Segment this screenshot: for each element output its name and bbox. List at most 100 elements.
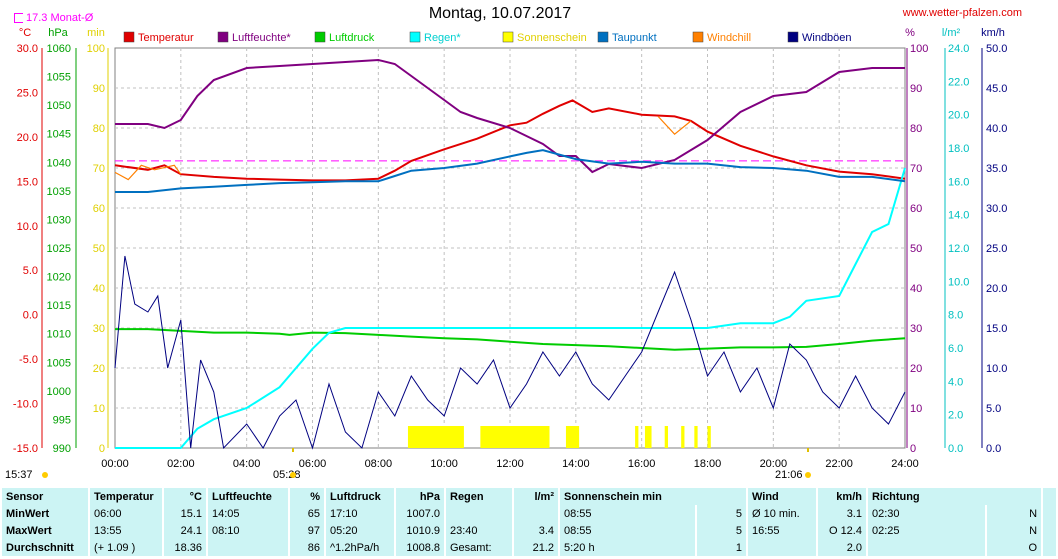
pressure-tick-label: 1040	[47, 157, 71, 169]
temperatur-series-line	[114, 99, 906, 182]
rain-tick-label: 20.0	[948, 110, 969, 122]
stats-cell: 3.4	[514, 522, 558, 539]
legend-swatch	[502, 31, 514, 43]
stats-cell: 1	[696, 539, 746, 556]
stats-header-sunshine: Sonnenschein min	[560, 488, 746, 505]
stats-cell: 14:05	[208, 505, 288, 522]
stats-row-label: Durchschnitt	[2, 539, 88, 556]
stats-header-wind: Wind	[747, 488, 816, 505]
legend-label: Temperatur	[138, 32, 194, 44]
x-tick-label: 14:00	[562, 458, 590, 470]
x-tick-label: 08:00	[365, 458, 393, 470]
pressure-tick-label: 1035	[47, 186, 71, 198]
rain-tick-label: 16.0	[948, 176, 969, 188]
legend-label: Luftfeuchte*	[232, 32, 291, 44]
luftfeuchte-series-line	[115, 58, 905, 174]
stats-cell	[867, 539, 985, 556]
rain-tick-label: 0.0	[948, 443, 963, 455]
sun-icon	[42, 472, 48, 478]
stats-cell: ^1.2hPa/h	[326, 539, 394, 556]
pressure-tick-label: 1060	[47, 43, 71, 55]
wind-tick-label: 0.0	[986, 443, 1001, 455]
wind-tick-label: 45.0	[986, 83, 1007, 95]
stats-row-min: MinWert 06:00 15.1 14:05 65 17:10 1007.0…	[2, 505, 1056, 522]
temp-tick-label: 5.0	[23, 265, 38, 277]
stats-cell: Gesamt:	[446, 539, 512, 556]
stats-cell: 23:40	[446, 522, 512, 539]
stats-cell: 02:25	[867, 522, 985, 539]
stats-cell: 02:30	[867, 505, 985, 522]
legend-label: Windchill	[707, 32, 751, 44]
stats-cell: 97	[290, 522, 324, 539]
pressure-tick-label: 1020	[47, 272, 71, 284]
statistics-table: Sensor Temperatur °C Luftfeuchte % Luftd…	[0, 488, 1058, 556]
pressure-tick-label: 1030	[47, 214, 71, 226]
source-link[interactable]: www.wetter-pfalzen.com	[902, 7, 1022, 19]
stats-cell: 18.36	[164, 539, 206, 556]
stats-header-temp-unit: °C	[164, 488, 206, 505]
pressure-tick-label: 990	[53, 443, 71, 455]
stats-header-pressure-unit: hPa	[396, 488, 444, 505]
x-tick-label: 12:00	[496, 458, 524, 470]
chart-title: Montag, 10.07.2017	[428, 5, 572, 22]
minutes-tick-label: 30	[93, 323, 105, 335]
stats-header-rain: Regen	[446, 488, 512, 505]
rain-tick-label: 24.0	[948, 43, 969, 55]
temp-tick-label: 20.0	[17, 132, 38, 144]
stats-row-max: MaxWert 13:55 24.1 08:10 97 05:20 1010.9…	[2, 522, 1056, 539]
stats-cell	[514, 505, 558, 522]
humidity-tick-label: 0	[910, 443, 916, 455]
stats-filler	[1043, 505, 1056, 522]
axis-unit-label: min	[87, 27, 105, 39]
wind-tick-label: 5.0	[986, 403, 1001, 415]
legend-label: Taupunkt	[612, 32, 657, 44]
temp-tick-label: 15.0	[17, 176, 38, 188]
rain-tick-label: 2.0	[948, 410, 963, 422]
stats-cell: N	[986, 522, 1042, 539]
sunrise-icon	[290, 472, 296, 478]
x-tick-label: 00:00	[101, 458, 129, 470]
sunshine-bar	[480, 426, 550, 448]
stats-cell: Ø 10 min.	[747, 505, 816, 522]
stats-cell: 17:10	[326, 505, 394, 522]
stats-cell: 06:00	[90, 505, 162, 522]
minutes-tick-label: 60	[93, 203, 105, 215]
rain-tick-label: 6.0	[948, 343, 963, 355]
wind-tick-label: 30.0	[986, 203, 1007, 215]
sunshine-bar	[644, 426, 652, 448]
sunset-label: 21:06	[775, 469, 803, 481]
axis-unit-label: °C	[19, 27, 31, 39]
monthly-average-label: 17.3 Monat-Ø	[14, 12, 93, 24]
minutes-tick-label: 70	[93, 163, 105, 175]
legend-swatch	[409, 31, 421, 43]
pressure-tick-label: 1045	[47, 129, 71, 141]
stats-cell: 08:55	[560, 522, 695, 539]
stats-cell: 1008.8	[396, 539, 444, 556]
humidity-tick-label: 60	[910, 203, 922, 215]
stats-cell: N	[986, 505, 1042, 522]
legend-swatch	[692, 31, 704, 43]
windböen-series-line	[114, 255, 906, 450]
stats-header-pressure: Luftdruck	[326, 488, 394, 505]
stats-cell: 5	[696, 522, 746, 539]
stats-cell: 13:55	[90, 522, 162, 539]
temp-tick-label: 25.0	[17, 87, 38, 99]
humidity-tick-label: 30	[910, 323, 922, 335]
humidity-tick-label: 40	[910, 283, 922, 295]
stats-header-temp: Temperatur	[90, 488, 162, 505]
stats-cell: 21.2	[514, 539, 558, 556]
temp-tick-label: -15.0	[13, 443, 38, 455]
pressure-tick-label: 1010	[47, 329, 71, 341]
stats-cell: 65	[290, 505, 324, 522]
stats-cell: 1010.9	[396, 522, 444, 539]
legend-swatch	[217, 31, 229, 43]
rain-tick-label: 10.0	[948, 276, 969, 288]
legend-label: Luftdruck	[329, 32, 375, 44]
stats-cell: 3.1	[817, 505, 866, 522]
wind-tick-label: 50.0	[986, 43, 1007, 55]
wind-tick-label: 15.0	[986, 323, 1007, 335]
legend-label: Sonnenschein	[517, 32, 587, 44]
rain-tick-label: 22.0	[948, 76, 969, 88]
stats-cell: 05:20	[326, 522, 394, 539]
stats-row-label: MinWert	[2, 505, 88, 522]
